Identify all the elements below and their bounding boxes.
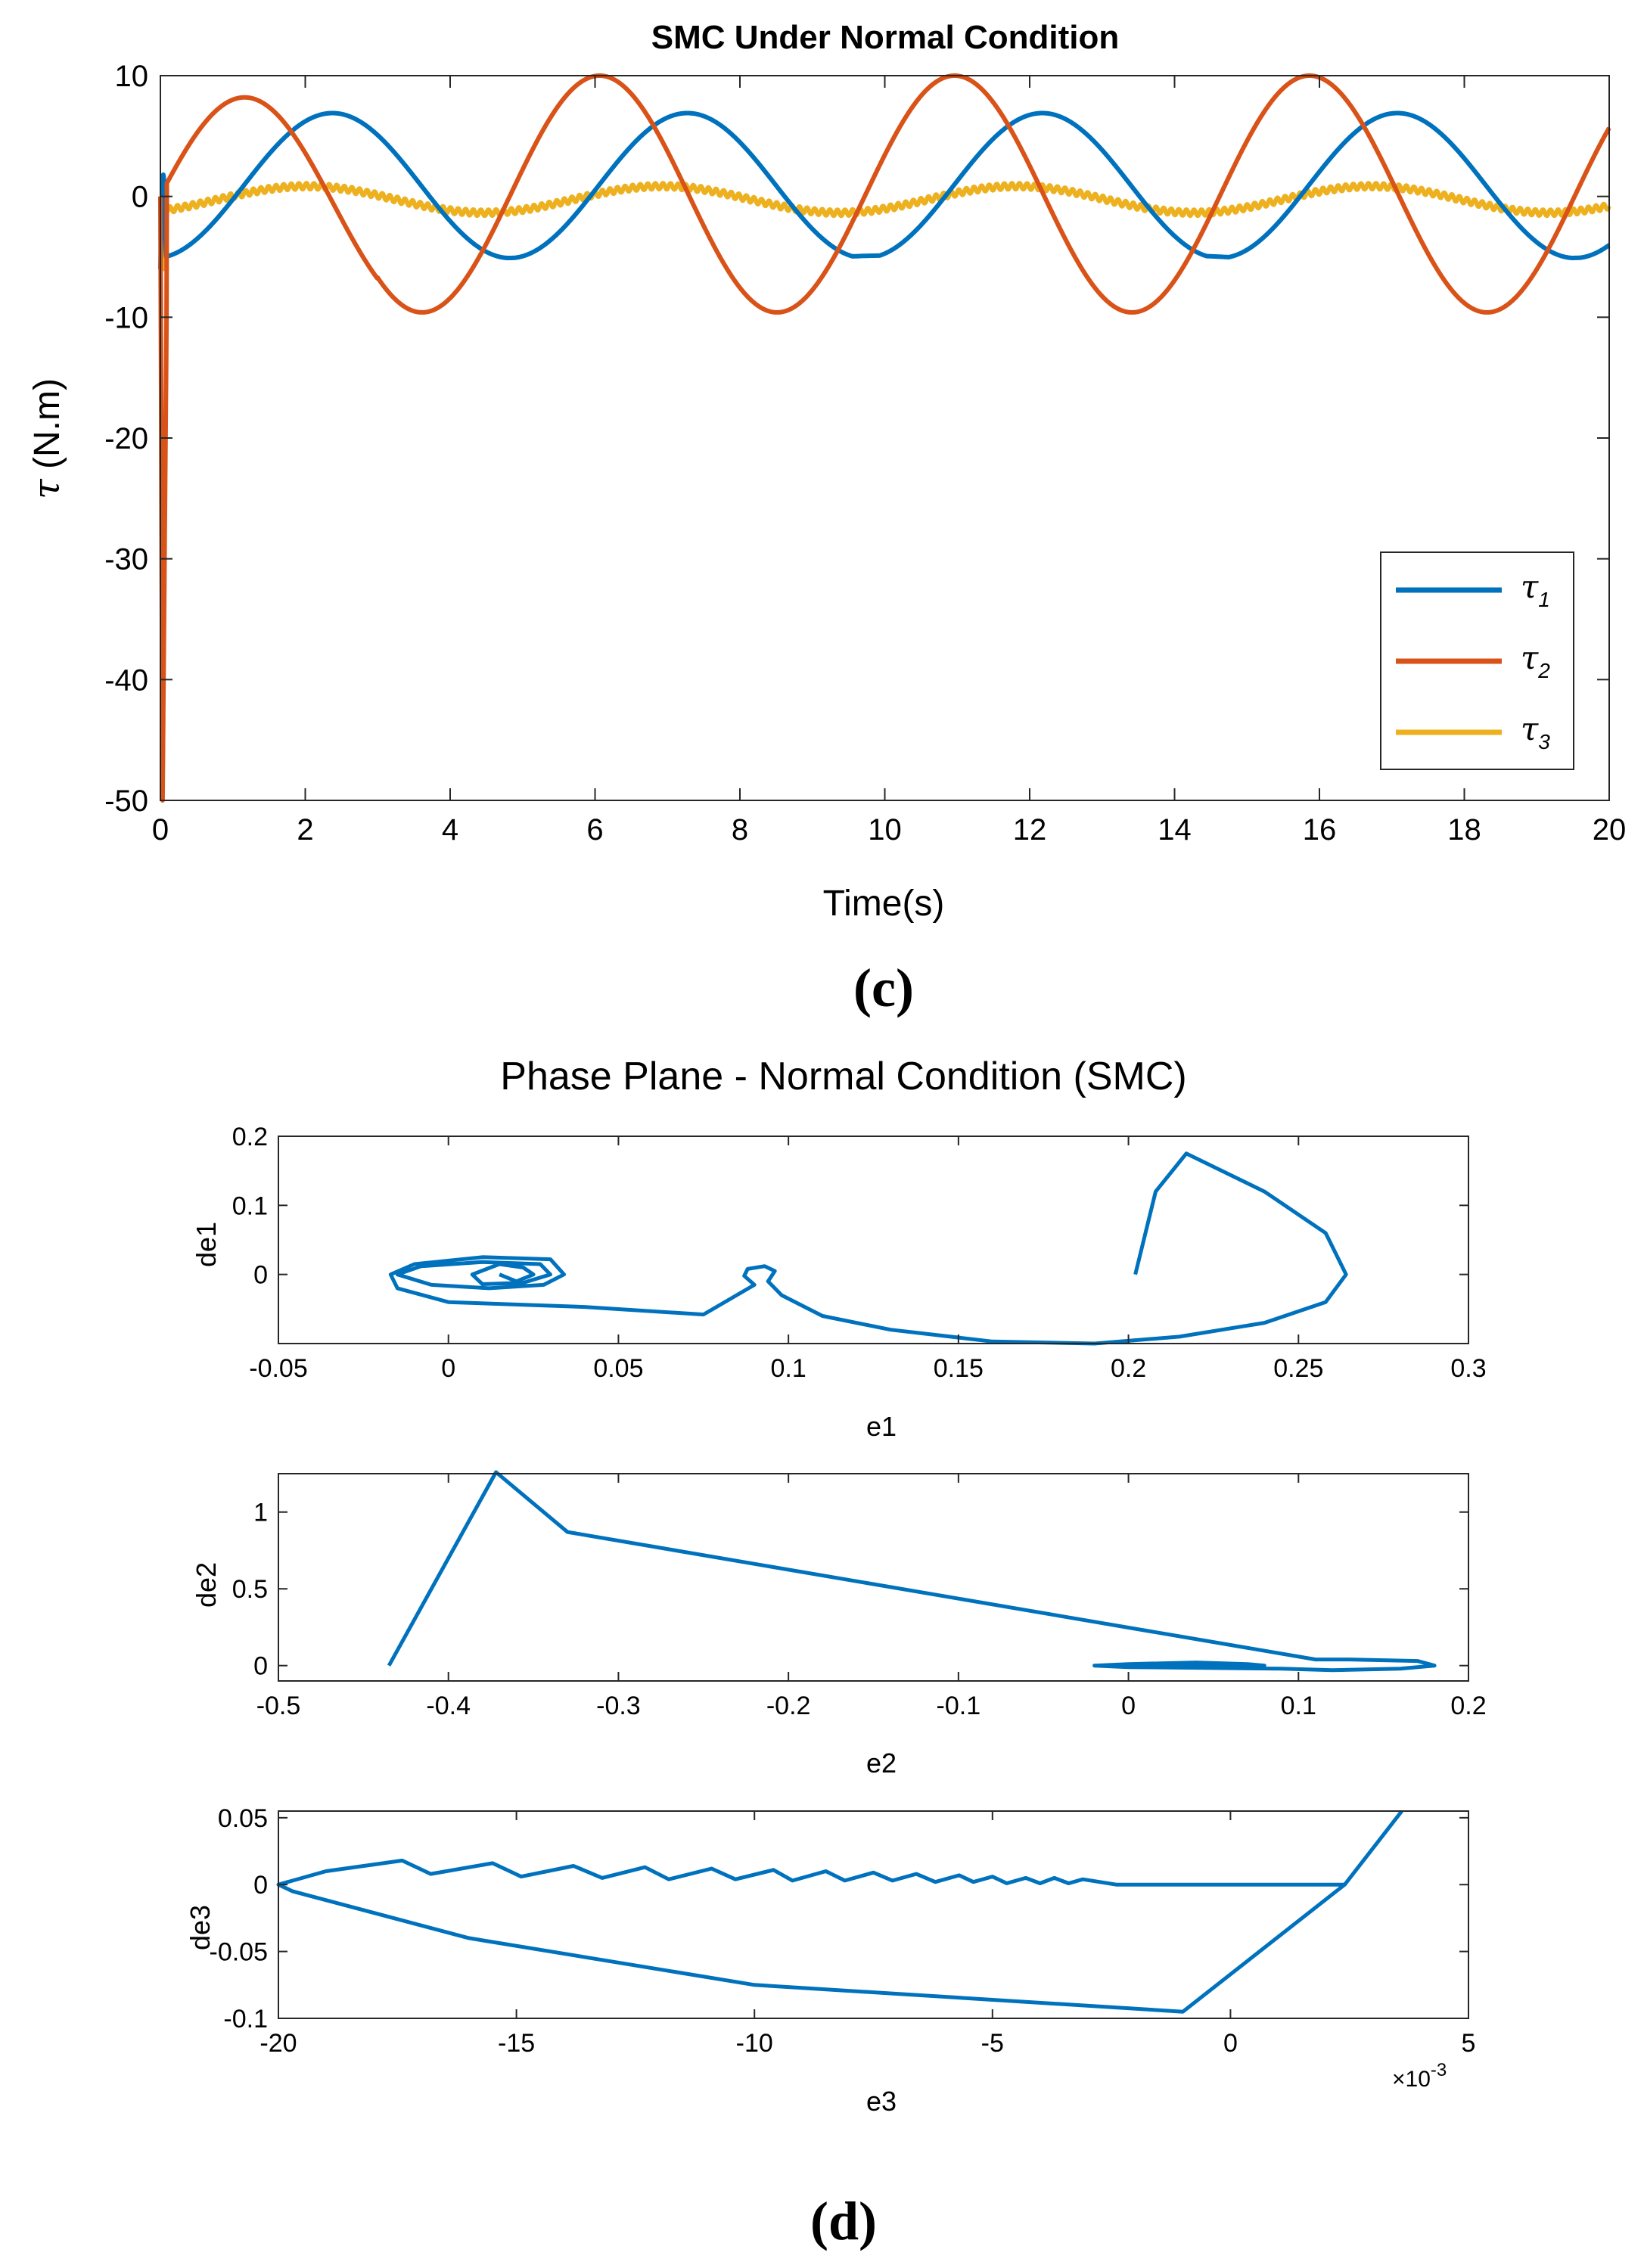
y-tick-label: 0 <box>253 1261 268 1290</box>
x-tick-label: 18 <box>1447 813 1481 847</box>
subplot-e1-de1: -0.05 0 0.05 0.1 0.15 0.2 0.25 0.3 0 0.1 0.2 <box>232 1123 1487 1383</box>
x-tick-label: 20 <box>1593 813 1627 847</box>
x-tick-label: 4 <box>442 813 458 847</box>
y-tick-label: 10 <box>115 60 149 93</box>
y-tick-label: -0.1 <box>223 2005 268 2033</box>
x-tick-label: -10 <box>736 2029 773 2058</box>
y-tick-label: 0.2 <box>232 1123 268 1151</box>
x-tick-label: 0.25 <box>1273 1354 1323 1383</box>
chart-d: Phase Plane - Normal Condition (SMC) -0.… <box>185 1055 1487 2251</box>
chart-c-ylabel-symbol: τ <box>26 478 68 499</box>
x-tick-label: 0.2 <box>1111 1354 1146 1383</box>
y-tick-label: -10 <box>104 301 148 334</box>
subplot-e3-xlabel: e3 <box>866 2086 897 2117</box>
x-tick-label: 6 <box>586 813 603 847</box>
subplot-axes-box <box>278 1810 1469 2019</box>
x-tick-label: -20 <box>259 2029 297 2058</box>
legend-label-tau3: τ3 <box>1521 710 1550 753</box>
subplot-e3-ylabel: de3 <box>185 1905 216 1950</box>
subplot-e1-ylabel: de1 <box>191 1222 222 1267</box>
x-tick-label: 10 <box>868 813 902 847</box>
series-line-tau3 <box>158 181 1611 272</box>
x-tick-label: -0.4 <box>426 1692 471 1720</box>
x-tick-label: -0.1 <box>937 1692 981 1720</box>
legend-label-tau1: τ1 <box>1521 568 1550 611</box>
x-tick-label: 0.1 <box>771 1354 806 1383</box>
chart-c-series <box>158 73 1611 803</box>
chart-c-ylabel-units: (N.m) <box>27 378 67 479</box>
y-tick-label: 0.5 <box>232 1575 268 1604</box>
subplot-e2-ylabel: de2 <box>191 1562 222 1608</box>
x-tick-label: -15 <box>498 2029 535 2058</box>
y-tick-label: -30 <box>104 543 148 576</box>
y-tick-label: -40 <box>104 663 148 697</box>
x-tick-label: -0.2 <box>766 1692 811 1720</box>
subplot-axes-box <box>278 1136 1469 1344</box>
y-tick-label: -0.05 <box>210 1938 269 1967</box>
x-tick-label: -0.05 <box>249 1354 308 1383</box>
x-tick-label: 8 <box>732 813 748 847</box>
x-tick-label: 14 <box>1158 813 1192 847</box>
x-tick-label: 0 <box>1121 1692 1136 1720</box>
y-tick-label: 0.05 <box>218 1804 268 1833</box>
x-tick-label: 0.1 <box>1281 1692 1316 1720</box>
x-tick-label: 12 <box>1013 813 1047 847</box>
series-line-tau1 <box>158 110 1611 269</box>
x-tick-label: -0.3 <box>596 1692 641 1720</box>
subplot-e3-de3: -20 -15 -10 -5 0 5 -0.1 -0.05 0 0.05 <box>210 1804 1476 2058</box>
subplot-e3-multiplier: ×10-3 <box>1392 2060 1447 2092</box>
x-tick-label: 2 <box>297 813 313 847</box>
x-tick-label: 0.05 <box>593 1354 643 1383</box>
legend-label-tau2: τ2 <box>1521 639 1550 682</box>
chart-c-legend: τ1 τ2 τ3 <box>1380 551 1574 770</box>
y-tick-label: 0 <box>253 1871 268 1900</box>
x-tick-label: 16 <box>1303 813 1337 847</box>
series-line-tau2 <box>158 73 1611 803</box>
panel-label-c: (c) <box>853 958 914 1018</box>
x-tick-label: 0.2 <box>1450 1692 1486 1720</box>
x-tick-label: -0.5 <box>256 1692 301 1720</box>
x-tick-label: 5 <box>1462 2029 1476 2058</box>
subplot-axes-box <box>278 1473 1469 1682</box>
x-tick-label: -5 <box>981 2029 1004 2058</box>
x-tick-label: 0 <box>1223 2029 1238 2058</box>
panel-label-d: (d) <box>810 2191 877 2251</box>
phase-trajectory <box>387 1470 1437 1673</box>
x-tick-label: 0 <box>441 1354 455 1383</box>
x-tick-label: 0.15 <box>934 1354 984 1383</box>
chart-d-suptitle: Phase Plane - Normal Condition (SMC) <box>500 1055 1186 1098</box>
y-tick-label: -20 <box>104 422 148 455</box>
x-tick-label: 0.3 <box>1450 1354 1486 1383</box>
phase-trajectory <box>388 1151 1348 1346</box>
chart-c-ylabel: τ (N.m) <box>26 378 68 499</box>
y-tick-label: 0.1 <box>232 1191 268 1220</box>
y-tick-label: 0 <box>253 1652 268 1681</box>
subplot-e2-de2: -0.5 -0.4 -0.3 -0.2 -0.1 0 0.1 0.2 0 0.5 1 <box>232 1470 1487 1720</box>
phase-trajectory <box>276 1810 1403 2014</box>
chart-c-ticks: 0 2 4 6 8 10 12 14 16 18 20 -50 -40 -30 -20 -10 0 10 <box>104 60 1626 847</box>
chart-c: SMC Under Normal Condition 0 2 4 6 8 10 12 14 16… <box>26 19 1626 1018</box>
y-tick-label: 0 <box>132 181 148 214</box>
x-tick-label: 0 <box>152 813 169 847</box>
y-tick-label: -50 <box>104 784 148 818</box>
y-tick-label: 1 <box>253 1499 268 1527</box>
chart-c-xlabel: Time(s) <box>823 884 945 924</box>
chart-c-title: SMC Under Normal Condition <box>651 19 1119 56</box>
subplot-e1-xlabel: e1 <box>866 1411 897 1442</box>
subplot-e2-xlabel: e2 <box>866 1748 897 1779</box>
